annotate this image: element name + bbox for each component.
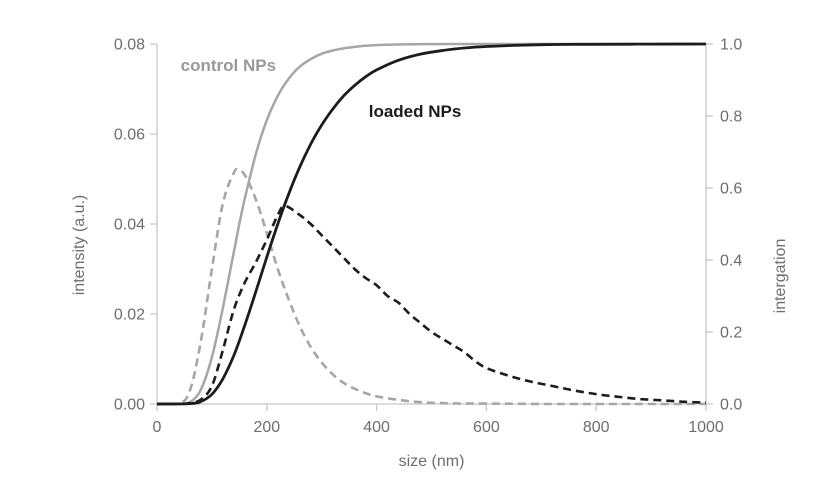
left-axis-tick-label: 0.08 bbox=[114, 37, 145, 54]
x-axis-tick-label: 400 bbox=[363, 419, 390, 436]
left-axis-tick-label: 0.02 bbox=[114, 307, 145, 324]
right-axis-tick-label: 0.0 bbox=[720, 397, 742, 414]
right-axis-tick-label: 0.8 bbox=[720, 109, 742, 126]
control-pdf-curve bbox=[156, 167, 706, 406]
x-axis-tick-label: 1000 bbox=[688, 419, 724, 436]
annotation-control-nps: control NPs bbox=[180, 55, 277, 75]
right-axis-tick-label: 0.4 bbox=[720, 253, 742, 270]
left-axis-title: intensity (a.u.) bbox=[71, 194, 88, 296]
left-axis-tick-label: 0.00 bbox=[114, 397, 145, 414]
left-axis-tick-label: 0.04 bbox=[114, 217, 145, 234]
left-axis-tick-label: 0.06 bbox=[114, 127, 145, 144]
right-axis-tick-label: 0.2 bbox=[720, 325, 742, 342]
right-axis-title: intergation bbox=[772, 238, 789, 314]
x-axis-tick-label: 200 bbox=[253, 419, 280, 436]
x-axis-tick-label: 600 bbox=[473, 419, 500, 436]
x-axis-tick-label: 800 bbox=[583, 419, 610, 436]
right-axis-tick-label: 0.6 bbox=[720, 181, 742, 198]
x-axis-tick-label: 0 bbox=[153, 419, 162, 436]
control-cdf-curve bbox=[156, 42, 706, 406]
x-axis-title: size (nm) bbox=[398, 453, 465, 470]
annotation-loaded-nps: loaded NPs bbox=[368, 102, 462, 122]
loaded-pdf-curve bbox=[156, 204, 707, 406]
loaded-cdf-curve bbox=[156, 42, 707, 406]
right-axis-tick-label: 1.0 bbox=[720, 37, 742, 54]
